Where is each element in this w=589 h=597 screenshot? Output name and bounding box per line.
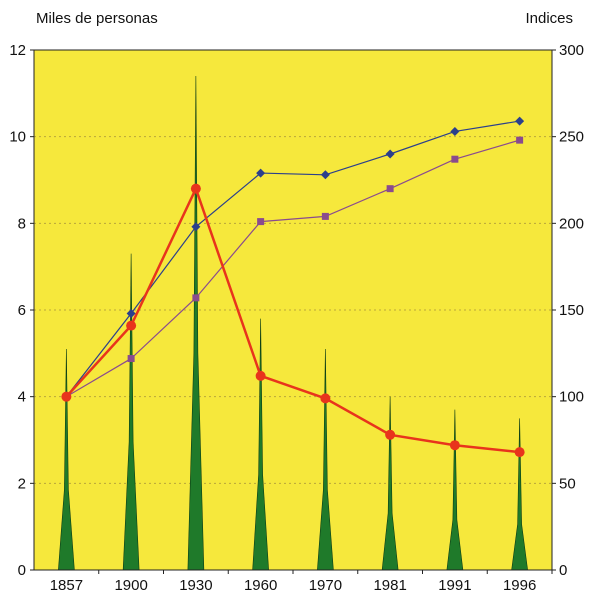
data-point (257, 218, 265, 226)
data-point (516, 136, 524, 144)
x-tick-label: 1981 (373, 577, 406, 594)
data-point (126, 320, 137, 331)
left-tick-label: 4 (18, 389, 26, 406)
data-point (514, 447, 525, 458)
left-tick-label: 6 (18, 302, 26, 319)
data-point (451, 155, 459, 163)
data-point (191, 222, 201, 232)
data-point (385, 149, 395, 159)
right-tick-label: 200 (559, 215, 584, 232)
data-point (190, 183, 201, 194)
left-tick-label: 10 (9, 129, 26, 146)
series-line (65, 120, 520, 398)
data-point (256, 168, 266, 178)
plot-frame (33, 49, 553, 571)
data-point (386, 185, 394, 193)
data-point (320, 393, 331, 404)
x-tick-label: 1900 (114, 577, 147, 594)
x-tick-label: 1991 (438, 577, 471, 594)
data-point (449, 440, 460, 451)
x-tick-label: 1930 (179, 577, 212, 594)
right-tick-label: 250 (559, 129, 584, 146)
series-line (66, 139, 520, 398)
right-axis-title: Indices (525, 10, 573, 27)
right-tick-label: 150 (559, 302, 584, 319)
right-tick-label: 300 (559, 42, 584, 59)
right-tick-label: 0 (559, 562, 567, 579)
left-axis-title: Miles de personas (36, 10, 158, 27)
data-point (126, 308, 136, 318)
data-point (450, 126, 460, 136)
left-tick-label: 8 (18, 215, 26, 232)
left-tick-label: 2 (18, 475, 26, 492)
right-tick-label: 50 (559, 475, 576, 492)
x-tick-label: 1857 (50, 577, 83, 594)
data-point (515, 116, 525, 126)
data-point (61, 391, 72, 402)
left-tick-label: 0 (18, 562, 26, 579)
series-line (65, 185, 520, 454)
data-point (385, 429, 396, 440)
data-point (127, 355, 135, 363)
data-point (321, 212, 329, 220)
data-point (320, 170, 330, 180)
x-tick-label: 1970 (309, 577, 342, 594)
right-tick-label: 100 (559, 389, 584, 406)
left-tick-label: 12 (9, 42, 26, 59)
data-point (192, 294, 200, 302)
x-tick-label: 1996 (503, 577, 536, 594)
x-tick-label: 1960 (244, 577, 277, 594)
data-point (255, 370, 266, 381)
